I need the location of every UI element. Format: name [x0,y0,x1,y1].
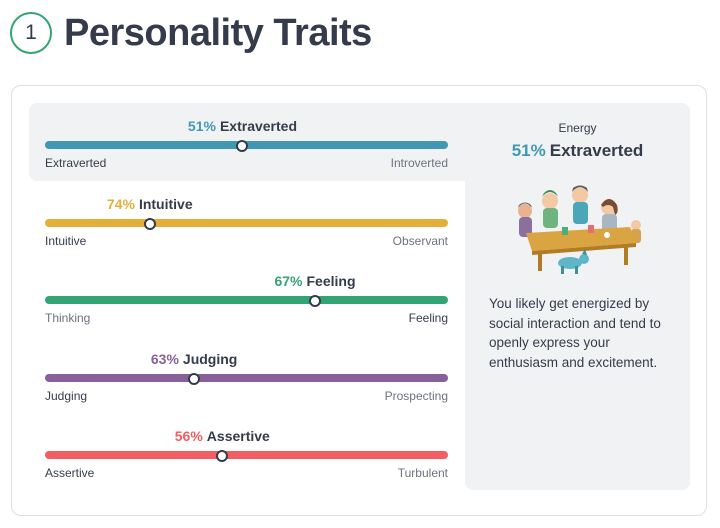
result-percent: 51% [511,141,546,160]
trait-label: Judging [182,351,238,367]
right-pole-label: Feeling [408,311,448,325]
left-pole-label: Intuitive [45,234,87,248]
people-around-table-illustration [518,185,641,274]
trait-description: You likely get energized by social inter… [489,296,661,370]
trait-tactics[interactable]: 63% Judging Judging Prospecting [45,351,448,411]
left-pole-label: Assertive [45,466,95,480]
trait-heading: 67% Feeling [45,273,448,293]
trait-mind[interactable]: 74% Intuitive Intuitive Observant [45,196,448,256]
step-number-badge: 1 [10,12,52,54]
trait-slider-knob[interactable] [216,450,229,462]
trait-slider-knob[interactable] [143,218,156,230]
trait-label: Feeling [306,273,356,289]
trait-category-label: Energy [558,121,597,135]
right-pole-label: Turbulent [397,466,448,480]
left-pole-label: Judging [45,389,88,403]
trait-result-heading: 51% Extraverted [465,141,690,161]
trait-slider-knob[interactable] [309,295,321,307]
trait-percent: 63% [150,351,179,367]
trait-percent: 67% [274,273,303,289]
trait-heading: 74% Intuitive [45,196,448,216]
traits-card: 51% Extraverted Extraverted Introverted 7… [11,85,707,516]
trait-percent: 56% [174,428,203,444]
trait-slider-knob[interactable] [188,373,201,385]
left-pole-label: Thinking [45,311,91,325]
trait-label: Assertive [206,428,270,444]
trait-heading: 56% Assertive [45,428,448,448]
trait-heading: 63% Judging [45,351,448,371]
trait-heading: 51% Extraverted [45,118,448,138]
section-header: 1 Personality Traits [10,10,372,56]
trait-label: Extraverted [219,118,298,134]
trait-energy[interactable]: 51% Extraverted Extraverted Introverted [45,118,448,178]
trait-bar [45,374,448,382]
right-pole-label: Observant [392,234,448,248]
trait-percent: 51% [187,118,216,134]
trait-bar [45,451,448,459]
trait-label: Intuitive [138,196,193,212]
trait-percent: 74% [106,196,135,212]
trait-nature[interactable]: 67% Feeling Thinking Feeling [45,273,448,333]
trait-bar [45,296,448,304]
right-pole-label: Introverted [390,156,448,170]
page-title: Personality Traits [64,11,372,54]
trait-bar [45,219,448,227]
trait-slider-knob[interactable] [236,140,249,152]
trait-detail-panel: Energy 51% Extraverted [465,103,690,490]
trait-identity[interactable]: 56% Assertive Assertive Turbulent [45,428,448,488]
left-pole-label: Extraverted [45,156,107,170]
traits-list: 51% Extraverted Extraverted Introverted 7… [12,86,465,515]
result-label: Extraverted [549,141,644,160]
right-pole-label: Prospecting [384,389,448,403]
